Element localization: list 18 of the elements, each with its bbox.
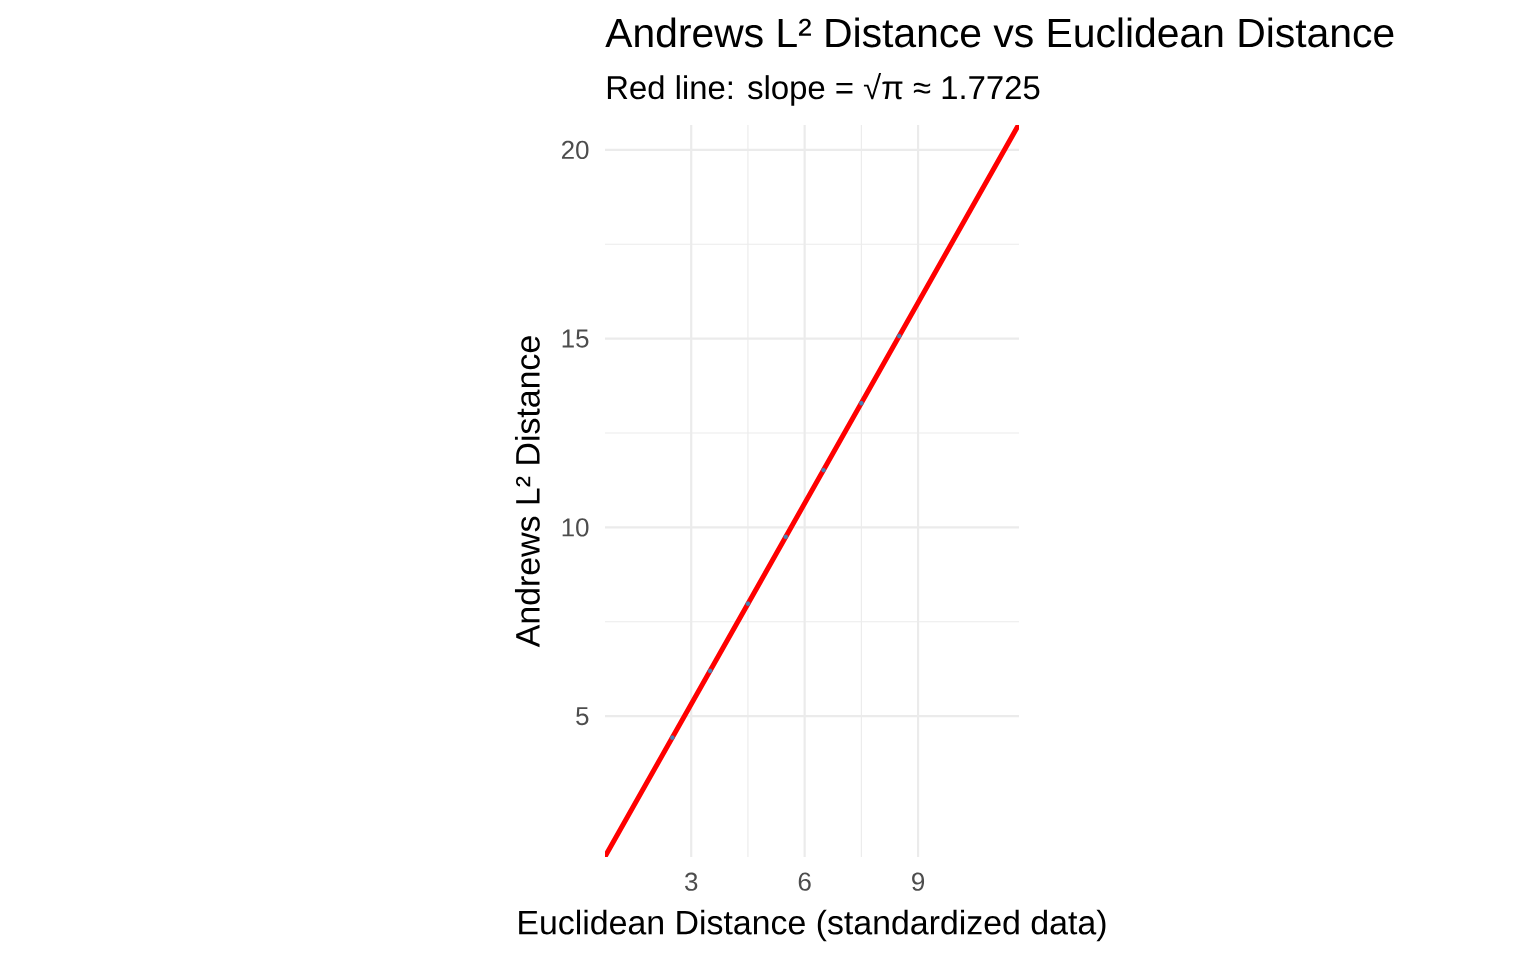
x-tick-label: 9 — [912, 872, 925, 891]
point — [670, 735, 675, 740]
chart-subtitle: Red line: slope = √π ≈ 1.7725 — [607, 72, 1040, 106]
y-tick-label: 5 — [576, 707, 589, 726]
y-tick-label: 10 — [562, 518, 589, 537]
y-tick-label: 20 — [561, 140, 589, 160]
point — [821, 467, 826, 473]
x-axis-title: Euclidean Distance (standardized data) — [519, 909, 1106, 942]
point — [896, 333, 902, 339]
x-tick-label: 3 — [685, 872, 698, 891]
point — [745, 601, 751, 606]
point — [783, 534, 789, 540]
y-tick-label: 15 — [562, 329, 589, 348]
x-tick-label: 6 — [798, 872, 811, 891]
point — [859, 400, 864, 406]
y-axis-title: Andrews L² Distance — [514, 336, 540, 648]
chart-title: Andrews L² Distance vs Euclidean Distance — [605, 17, 1394, 48]
point — [707, 668, 713, 674]
